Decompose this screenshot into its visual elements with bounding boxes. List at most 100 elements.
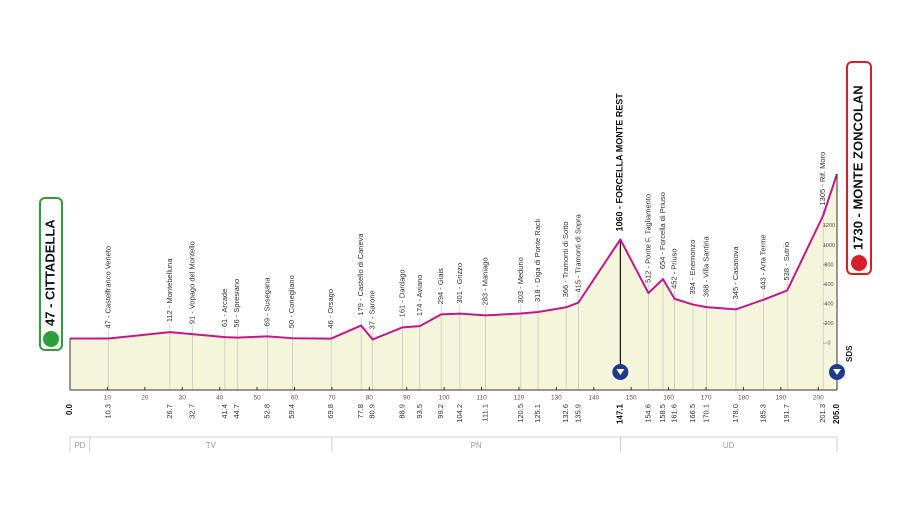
waypoint-label: 56 - Spresiano (232, 279, 241, 328)
km-label: 0.0 (65, 403, 74, 415)
km-label: 120.5 (516, 404, 525, 423)
x-tick-label: 60 (291, 395, 299, 402)
x-tick-label: 140 (588, 395, 599, 402)
km-label: 44.7 (232, 404, 241, 419)
km-label: 185.3 (758, 404, 767, 423)
x-tick-label: 80 (366, 395, 374, 402)
waypoint-label: 112 - Montebelluna (165, 258, 174, 322)
km-label: 99.2 (436, 404, 445, 419)
waypoint-label: 443 - Arta Terme (758, 234, 767, 289)
start-icon (43, 331, 59, 347)
waypoint-label: 415 - Tramonti di Sopra (573, 213, 582, 292)
km-label: 154.6 (643, 404, 652, 423)
profile-area (70, 173, 837, 390)
km-label: 132.6 (561, 404, 570, 423)
region-label: PN (471, 441, 482, 450)
waypoint-label: 512 - Ponte F. Tagliamento (643, 194, 652, 283)
region-label: TV (206, 441, 217, 450)
waypoint-label: 654 - Forcella di Priuso (658, 192, 667, 269)
km-label: 52.8 (263, 404, 272, 419)
x-tick-label: 40 (216, 395, 224, 402)
km-label: 88.9 (398, 404, 407, 419)
km-label: 166.5 (688, 404, 697, 423)
x-tick-label: 190 (775, 395, 786, 402)
waypoint-label: 452 - Priuso (670, 248, 679, 288)
km-label: 93.5 (415, 404, 424, 419)
x-tick-label: 180 (738, 395, 749, 402)
x-tick-label: 90 (403, 395, 411, 402)
x-tick-label: 20 (141, 395, 149, 402)
km-label: 191.7 (782, 404, 791, 423)
finish-icon (851, 255, 867, 271)
km-label: 80.9 (368, 404, 377, 419)
waypoint-label: 174 - Aviano (415, 275, 424, 317)
finish-marker-arrow (833, 369, 841, 375)
km-label: 147.1 (615, 403, 624, 424)
y-tick-label: 1000 (823, 243, 835, 249)
x-tick-label: 110 (476, 395, 487, 402)
x-tick-label: 150 (626, 395, 637, 402)
y-tick-label: 200 (824, 321, 833, 327)
km-label: 205.0 (832, 403, 841, 424)
km-label: 161.6 (670, 404, 679, 423)
waypoint-label: 1060 - FORCELLA MONTE REST (615, 93, 625, 232)
y-tick-label: 0 (827, 341, 830, 347)
x-tick-label: 170 (701, 395, 712, 402)
waypoint-label: 91 - Vopago del Montello (187, 241, 196, 324)
waypoint-label: 69 - Susegana (263, 277, 272, 327)
region-label: UD (723, 441, 735, 450)
x-tick-label: 160 (663, 395, 674, 402)
waypoint-label: 61 - Arcade (220, 289, 229, 327)
waypoint-label: 46 - Orsago (326, 289, 335, 329)
km-label: 77.8 (356, 404, 365, 419)
km-label: 10.3 (104, 404, 113, 419)
x-tick-label: 100 (439, 395, 450, 402)
waypoint-label: 366 - Tramonti di Sotto (561, 221, 570, 297)
waypoint-label: 368 - Villa Santina (701, 236, 710, 298)
y-tick-label: 1200 (823, 223, 835, 229)
km-label: 59.4 (287, 404, 296, 419)
km-label: 104.2 (455, 404, 464, 423)
waypoint-label: 1305 - Rif. Moro (818, 152, 827, 206)
start-box (39, 197, 63, 351)
waypoint-label: 47 - Castelfranco Veneto (104, 246, 113, 329)
waypoint-label: 301 - Grizzo (455, 263, 464, 304)
km-label: 41.4 (220, 404, 229, 419)
x-tick-label: 30 (179, 395, 187, 402)
km-label: 69.8 (326, 404, 335, 419)
waypoint-label: 538 - Sutrio (782, 242, 791, 281)
y-tick-label: 600 (824, 282, 833, 288)
profile-line (70, 173, 838, 341)
x-tick-label: 10 (104, 395, 112, 402)
x-tick-label: 130 (551, 395, 562, 402)
waypoint-label: 37 - Sarone (368, 290, 377, 329)
km-label: 32.7 (187, 404, 196, 419)
finish-box (846, 61, 872, 275)
y-tick-label: 800 (824, 262, 833, 268)
km-label: 125.1 (533, 404, 542, 423)
x-tick-label: 200 (813, 395, 824, 402)
km-label: 178.0 (731, 404, 740, 423)
km-label: 26.7 (165, 404, 174, 419)
x-tick-label: 50 (253, 395, 261, 402)
waypoint-label: 294 - Giais (436, 268, 445, 305)
waypoint-label: 179 - Castello di Caneva (356, 233, 365, 316)
km-label: 111.1 (481, 404, 490, 422)
km-label: 201.3 (818, 404, 827, 423)
km-label: 158.5 (658, 404, 667, 423)
waypoint-label: 283 - Maniago (481, 257, 490, 305)
x-tick-label: 120 (514, 395, 525, 402)
km-label: 135.9 (573, 404, 582, 423)
finish-label: 1730 - MONTE ZONCOLAN (850, 85, 865, 250)
sponsor-label: SDS (845, 345, 854, 362)
waypoint-label: 50 - Conegliano (287, 275, 296, 328)
climb-marker-arrow (616, 369, 625, 375)
waypoint-label: 318 - Diga di Ponte Racli (533, 219, 542, 302)
y-tick-label: 400 (824, 301, 833, 307)
region-label: PD (74, 441, 85, 450)
start-label: 47 - CITTADELLA (42, 219, 57, 326)
waypoint-label: 161 - Dardago (398, 269, 407, 317)
waypoint-label: 303 - Meduno (516, 257, 525, 303)
waypoint-label: 394 - Enemonzo (688, 240, 697, 295)
